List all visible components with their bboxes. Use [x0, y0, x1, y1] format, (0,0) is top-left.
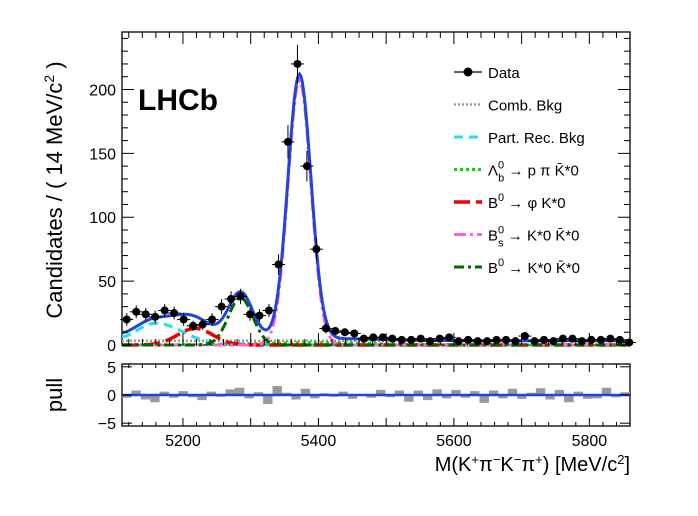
data-point [283, 137, 292, 146]
legend-label-comb: Comb. Bkg [488, 98, 562, 115]
data-point [483, 337, 492, 346]
data-point [198, 320, 207, 329]
data-point [331, 326, 340, 335]
data-point [492, 335, 501, 344]
data-point [189, 321, 198, 330]
pull-layer [122, 386, 630, 404]
pull-tick-label: −5 [98, 416, 116, 433]
x-tick-label: 5200 [165, 433, 201, 450]
legend-label-lambda: Λ0 b → p π K̄*0 [488, 160, 579, 185]
legend-label-data: Data [488, 65, 520, 82]
data-point [407, 335, 416, 344]
data-point [511, 337, 520, 346]
data-point [302, 162, 311, 171]
data-point [596, 335, 605, 344]
data-point [246, 310, 255, 319]
data-point [132, 307, 141, 316]
data-point [378, 333, 387, 342]
pull-axis-title: pull [42, 378, 67, 412]
data-point [274, 260, 283, 269]
data-point [293, 59, 302, 68]
fit-component-bd [122, 296, 630, 347]
legend-label-bs: B0 s → K*0 K̄*0 [488, 225, 580, 250]
data-point [445, 333, 454, 342]
data-point [179, 315, 188, 324]
y-axis-title: Candidates / ( 14 MeV/c2 ) [41, 61, 67, 318]
legend-label-part: Part. Rec. Bkg [488, 130, 585, 147]
data-point [340, 328, 349, 337]
y-tick-label: 150 [89, 146, 116, 163]
data-point [236, 292, 245, 301]
experiment-label: LHCb [138, 84, 218, 117]
data-point [521, 332, 530, 341]
data-point [577, 337, 586, 346]
data-point [549, 337, 558, 346]
data-point [151, 312, 160, 321]
pull-bar [263, 395, 272, 404]
y-tick-label: 50 [98, 274, 116, 291]
data-point [369, 333, 378, 342]
data-point [473, 337, 482, 346]
data-point [464, 335, 473, 344]
pull-bar [273, 386, 282, 395]
data-point [255, 311, 264, 320]
pull-tick-label: 0 [107, 388, 116, 405]
data-point [530, 337, 539, 346]
data-point [388, 334, 397, 343]
x-tick-label: 5600 [436, 433, 472, 450]
axes: 0 50 100 150 200 5200 5400 5600 5800 −5 0 5 [89, 32, 631, 450]
data-point [359, 334, 368, 343]
data-point [539, 335, 548, 344]
data-point [606, 334, 615, 343]
data-point [615, 335, 624, 344]
data-point [454, 337, 463, 346]
legend-label-phi: B0 → φ K*0 [488, 192, 566, 212]
x-axis-title: M(K+π−K−π+) [MeV/c2] [435, 452, 630, 476]
fit-component-bs [122, 77, 630, 347]
data-point [625, 338, 634, 347]
data-points [120, 44, 636, 347]
x-tick-label: 5800 [572, 433, 608, 450]
data-point [227, 295, 236, 304]
data-point [141, 310, 150, 319]
data-point [416, 334, 425, 343]
data-point [217, 302, 226, 311]
data-point [426, 337, 435, 346]
legend-label-bd: B0 → K*0 K̄*0 [488, 257, 580, 277]
data-point [558, 334, 567, 343]
data-point [568, 334, 577, 343]
data-point [312, 245, 321, 254]
data-point [397, 335, 406, 344]
x-tick-label: 5400 [301, 433, 337, 450]
data-point [350, 329, 359, 338]
y-tick-label: 0 [107, 338, 116, 355]
data-point [170, 309, 179, 318]
data-point [435, 334, 444, 343]
fit-component-phi [122, 326, 630, 347]
y-tick-label: 100 [89, 210, 116, 227]
main-plot-frame [121, 31, 631, 346]
data-point [160, 306, 169, 315]
y-tick-label: 200 [89, 82, 116, 99]
data-point [208, 315, 217, 324]
legend-swatch-marker [463, 67, 473, 77]
data-point [587, 335, 596, 344]
legend: Data Comb. Bkg Part. Rec. Bkg Λ0 b → p π K̄*… [454, 65, 585, 277]
data-point [321, 324, 330, 333]
data-point [502, 335, 511, 344]
data-point [264, 306, 273, 315]
pull-tick-label: 5 [107, 360, 116, 377]
